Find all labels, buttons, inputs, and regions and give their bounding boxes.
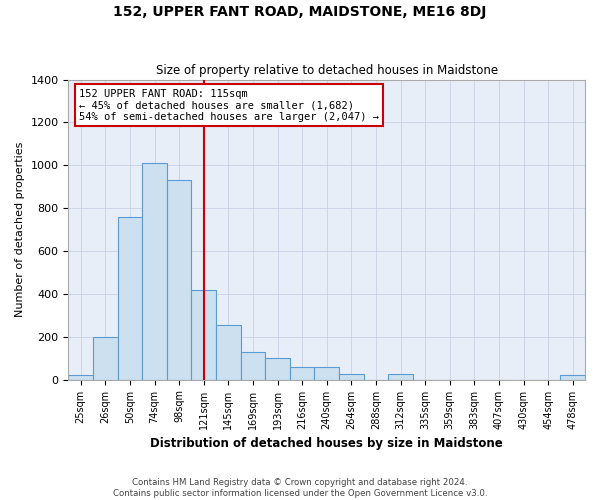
Text: 152 UPPER FANT ROAD: 115sqm
← 45% of detached houses are smaller (1,682)
54% of : 152 UPPER FANT ROAD: 115sqm ← 45% of det…	[79, 88, 379, 122]
Bar	[388, 374, 413, 380]
Bar	[216, 325, 241, 380]
Bar	[265, 358, 290, 380]
Bar	[93, 337, 118, 380]
Bar	[118, 217, 142, 380]
Bar	[560, 376, 585, 380]
Bar	[68, 376, 93, 380]
Bar	[167, 180, 191, 380]
Bar	[314, 367, 339, 380]
Text: 152, UPPER FANT ROAD, MAIDSTONE, ME16 8DJ: 152, UPPER FANT ROAD, MAIDSTONE, ME16 8D…	[113, 5, 487, 19]
Title: Size of property relative to detached houses in Maidstone: Size of property relative to detached ho…	[155, 64, 498, 77]
Bar	[241, 352, 265, 380]
Bar	[142, 163, 167, 380]
Bar	[290, 367, 314, 380]
Text: Contains HM Land Registry data © Crown copyright and database right 2024.
Contai: Contains HM Land Registry data © Crown c…	[113, 478, 487, 498]
Y-axis label: Number of detached properties: Number of detached properties	[15, 142, 25, 318]
X-axis label: Distribution of detached houses by size in Maidstone: Distribution of detached houses by size …	[151, 437, 503, 450]
Bar	[191, 290, 216, 380]
Bar	[339, 374, 364, 380]
